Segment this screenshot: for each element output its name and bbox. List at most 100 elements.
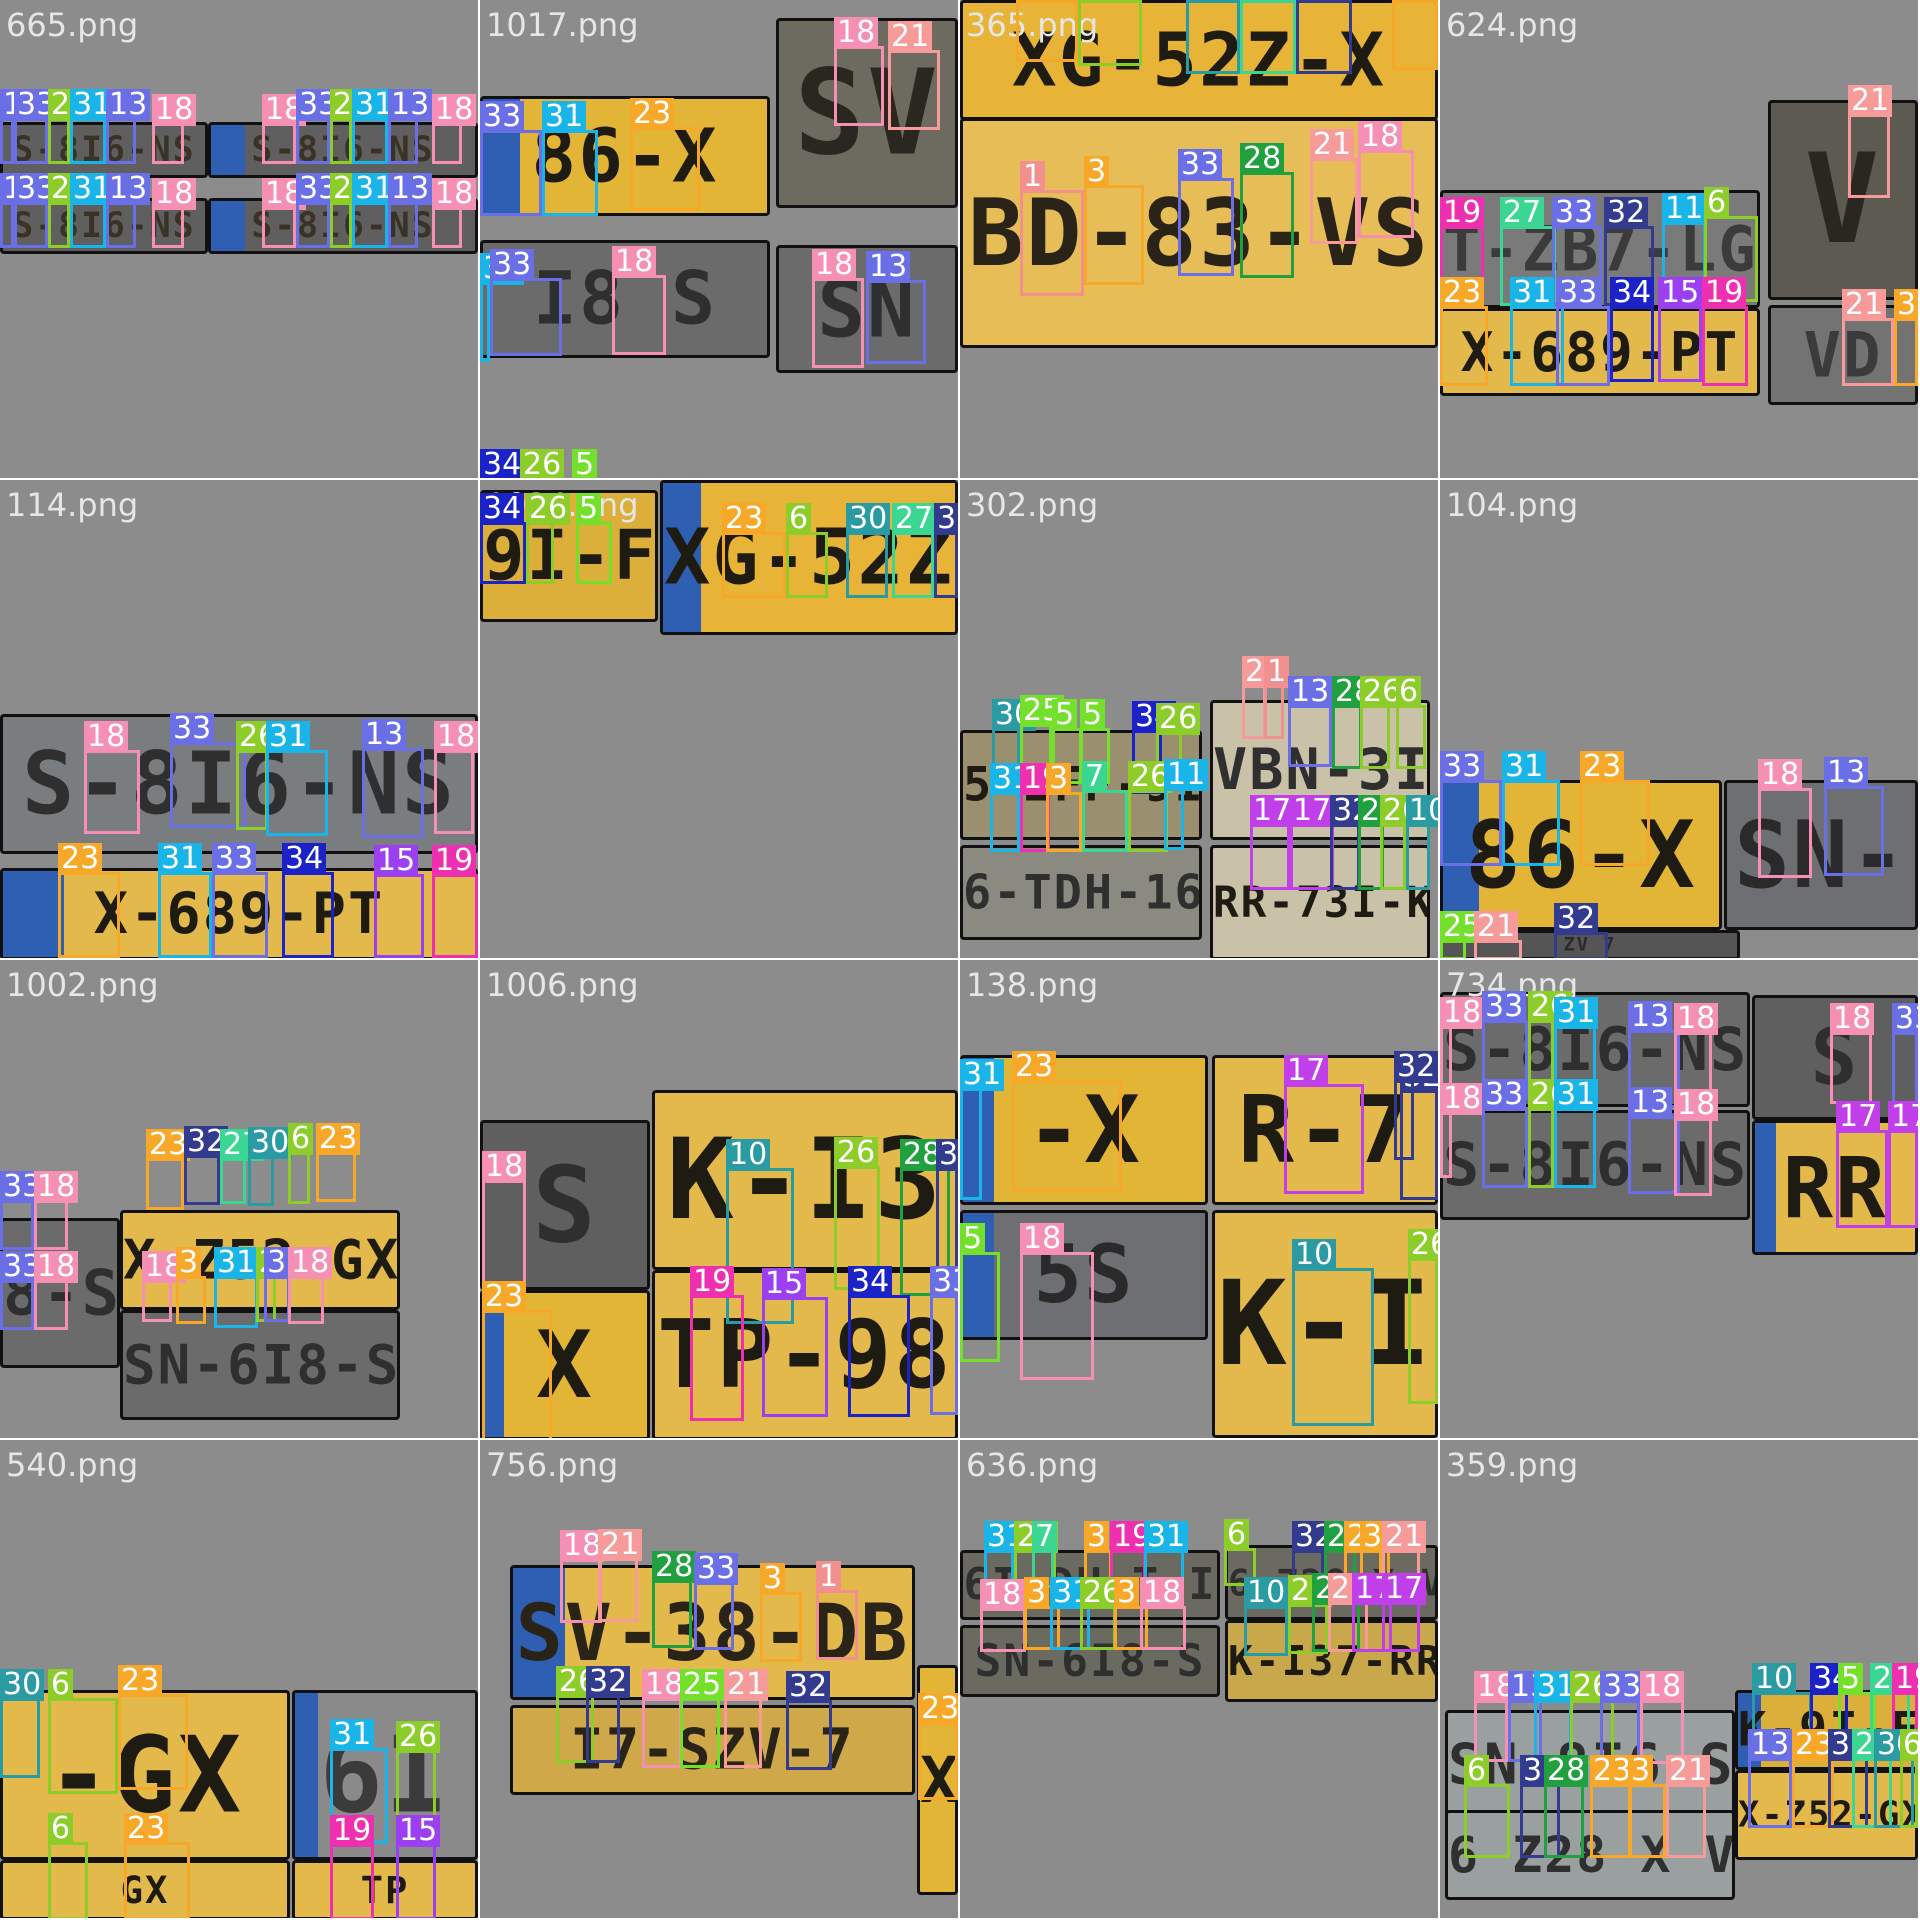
detection-box: 33 [1600,1671,1645,1764]
class-label: 23 [630,98,675,130]
class-label: 3 [1628,1755,1654,1787]
detection-box: 15 [374,845,424,958]
license-plate-crop: X [480,1290,650,1438]
detection-box: 18 [834,17,884,126]
detection-box: 18 [812,249,864,368]
class-label: 31 [1554,997,1599,1029]
tile-filename: 138.png [966,966,1099,1004]
detection-box: 32 [1394,1051,1438,1160]
class-label: 3 [1046,763,1072,795]
class-label: 18 [1758,759,1803,791]
class-label: 33 [490,249,535,281]
class-label: 33 [170,713,215,745]
class-label: 23 [58,843,103,875]
detection-box: 21 [1382,1521,1427,1588]
class-label: 18 [1140,1577,1185,1609]
detection-box: 23 [1012,1051,1122,1192]
detection-box: 17 [1290,795,1335,890]
detection-box: 6 [1224,1519,1256,1586]
detection-box: 21 [1848,85,1893,198]
detection-box: 23 [58,843,120,958]
detection-box: 23 [722,503,786,598]
class-label: 7 [1082,761,1108,793]
tile-filename: 1017.png [486,6,639,44]
class-label: 18 [1358,121,1403,153]
class-label: 11 [1662,193,1707,225]
detection-box: 18 [1640,1671,1685,1764]
eu-band [663,483,701,632]
class-label: 23 [1016,0,1061,3]
detection-box: 26 [1128,761,1173,852]
class-label: 19 [690,1266,735,1298]
class-label: 3 [1360,1521,1386,1553]
class-label: 15 [1658,277,1703,309]
class-label: 3 [1114,1577,1140,1609]
class-label: 21 [1310,129,1355,161]
class-label: 23 [1392,0,1437,3]
detection-box: 13 [362,719,424,838]
class-label: 33 [930,1266,958,1298]
detection-box: 18 [34,1251,79,1330]
detection-box: 33 [14,173,59,248]
class-label: 18 [1440,997,1485,1029]
class-label: 23 [722,503,767,535]
class-label: 21 [888,21,933,53]
detection-box: 31 [70,173,115,248]
class-label: 17 [1888,1101,1918,1133]
class-label: 18 [1830,1003,1875,1035]
plate-characters: X-689-PT [1460,320,1740,384]
detection-box: 6 [1704,187,1758,302]
detection-box: 31 [352,89,397,164]
detection-box: 33 [1482,991,1528,1100]
class-label: 32 [934,503,958,535]
detection-box: 31 [158,843,212,958]
eu-band [211,125,246,175]
detection-box: 13 [1748,1729,1793,1828]
detection-box: 27 [1240,0,1296,74]
class-label: 32 [936,1139,958,1171]
detection-box: 13 [0,173,45,248]
detection-box: 18 [560,1530,605,1623]
mosaic-tile: 734.png S-8I6-NS S-8I6-NS S RR 18 33 26 31 13 18 18… [1440,960,1918,1438]
class-label: 21 [724,1669,769,1701]
detection-box: 3 [1894,289,1918,386]
detection-box: 33 [296,173,341,248]
detection-box: 1 [1264,656,1290,739]
class-label: 18 [980,1579,1025,1611]
tile-filename: 114.png [6,486,139,524]
license-plate-crop: K-I [1212,1210,1438,1438]
class-label: 15 [374,845,419,877]
detection-box: 18 [1758,759,1812,878]
class-label: 21 [598,1529,643,1561]
detection-box: 23 [118,1665,188,1790]
class-label: 27 [1240,0,1285,3]
detection-box: 33 [170,713,246,828]
class-label: 28 [1240,143,1285,175]
detection-box: 7 [1082,761,1128,852]
detection-box: 32 [1296,0,1352,74]
class-label: 18 [1674,1089,1719,1121]
detection-box: 26 [48,173,93,248]
license-plate-crop: SV [776,18,958,208]
class-label: 18 [1440,1083,1485,1115]
class-label: 32 [1604,197,1649,229]
detection-box: 21 [1310,129,1358,244]
class-label: 6 [48,1669,74,1701]
tile-filename: 359.png [1446,1446,1579,1484]
class-label: 18 [642,1669,687,1701]
eu-band [211,201,246,251]
eu-band [3,871,65,957]
class-label: 17 [1290,795,1335,827]
detection-box: 10 [726,1139,794,1324]
class-label: 17 [1836,1101,1881,1133]
detection-box: 18 [142,1251,187,1322]
detection-box: 18 [84,721,140,834]
detection-box: 17 [1250,795,1295,890]
detection-box: 23 [630,98,700,211]
class-label: 30 [1186,0,1231,3]
detection-box: 30 [0,1669,45,1778]
detection-box: 31 [480,253,525,362]
